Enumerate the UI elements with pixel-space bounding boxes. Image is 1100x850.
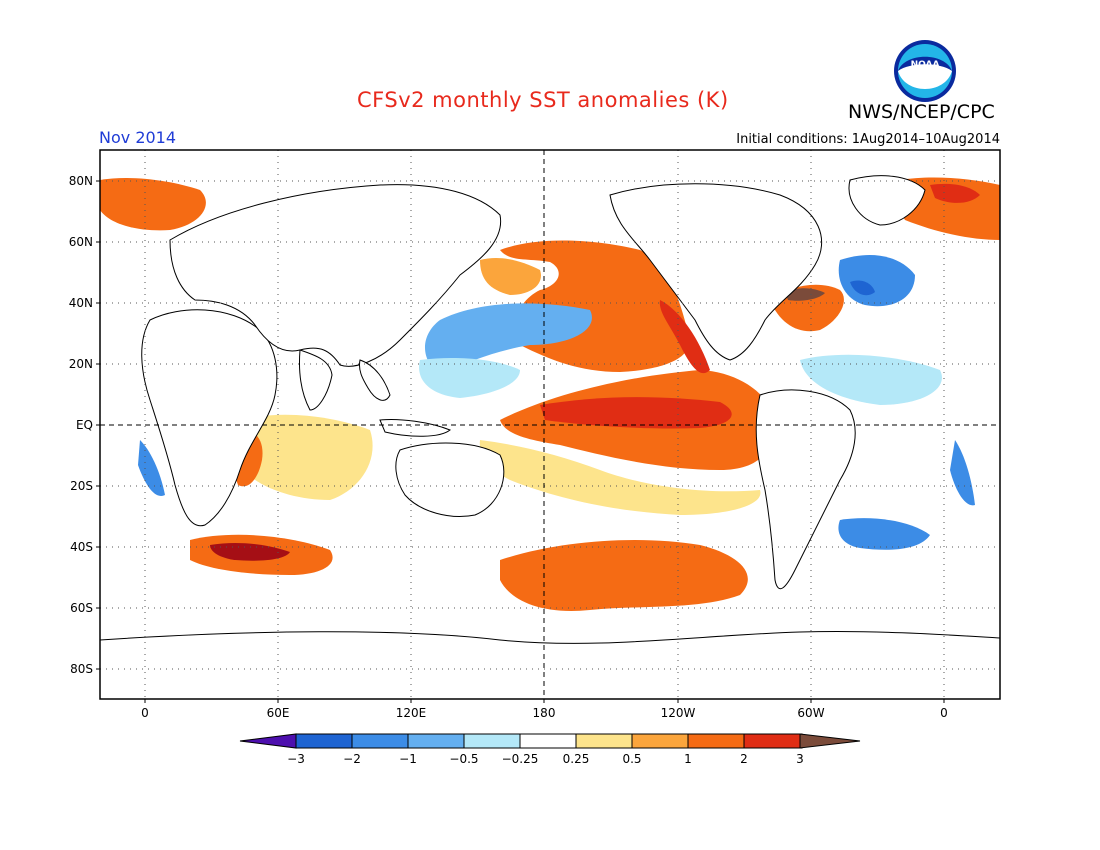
- colorbar-tick: 3: [796, 752, 804, 766]
- lat-label: 80S: [70, 662, 93, 676]
- colorbar-tick: 2: [740, 752, 748, 766]
- south-indian-core: [210, 542, 290, 561]
- colorbar-upper-triangle: [799, 733, 861, 749]
- axis-ticks: [96, 180, 945, 703]
- gulf-stream-hot: [785, 288, 825, 301]
- lon-label: 120E: [395, 706, 427, 720]
- lat-label: 60S: [70, 601, 93, 615]
- colorbar-tick: −0.5: [449, 752, 479, 766]
- gridlines: [100, 150, 1000, 699]
- colorbar-swatch: [351, 733, 409, 749]
- lat-label: 40N: [68, 296, 93, 310]
- lat-label: 20S: [70, 479, 93, 493]
- anomaly-field: [100, 177, 1000, 611]
- coastlines: [100, 175, 1000, 699]
- lat-label: 40S: [70, 540, 93, 554]
- lon-label: 60E: [266, 706, 290, 720]
- subtropical-atlantic-light: [800, 354, 942, 405]
- colorbar-tick: −2: [343, 752, 361, 766]
- south-america: [755, 389, 856, 590]
- noaa-logo: NOAA: [894, 40, 956, 102]
- lat-label: EQ: [75, 418, 93, 432]
- north-atlantic-cool: [838, 255, 915, 307]
- north-atlantic-cool-core: [850, 280, 875, 296]
- indian-ocean-yellow: [235, 414, 373, 500]
- eurasia: [169, 184, 502, 367]
- colorbar-tick: 1: [684, 752, 692, 766]
- logo-text: NOAA: [911, 60, 940, 70]
- colorbar-tick: 0.5: [622, 752, 642, 766]
- equatorial-core: [540, 397, 732, 429]
- india: [299, 349, 333, 411]
- colorbar-tick: −0.25: [501, 752, 539, 766]
- lat-label: 20N: [68, 357, 93, 371]
- colorbar-swatch: [519, 733, 577, 749]
- colorbar-swatch: [743, 733, 801, 749]
- benguela-cool: [138, 440, 165, 496]
- colorbar-tick: −1: [399, 752, 417, 766]
- indonesia: [379, 419, 451, 437]
- lat-label: 60N: [68, 235, 93, 249]
- greenland: [848, 175, 926, 226]
- north-pacific-light-cool: [419, 358, 520, 398]
- lon-label: 60W: [797, 706, 825, 720]
- colorbar-swatch: [687, 733, 745, 749]
- colorbar-swatch: [295, 733, 353, 749]
- south-pacific-warm: [500, 540, 748, 611]
- lat-label: 80N: [68, 174, 93, 188]
- forecast-period: Nov 2014: [99, 128, 177, 147]
- initial-conditions: Initial conditions: 1Aug2014–10Aug2014: [736, 132, 1000, 147]
- reference-lines: [100, 150, 1000, 699]
- colorbar-lower-triangle: [239, 733, 297, 749]
- chart-title: CFSv2 monthly SST anomalies (K): [357, 88, 729, 112]
- agency-label: NWS/NCEP/CPC: [848, 101, 995, 123]
- equatorial-fringe: [479, 440, 761, 515]
- north-america: [609, 183, 823, 361]
- colorbar-swatch: [463, 733, 521, 749]
- colorbar-swatch: [575, 733, 633, 749]
- colorbar-tick: 0.25: [562, 752, 590, 766]
- lon-label: 0: [141, 706, 149, 720]
- antarctica: [100, 631, 1000, 699]
- southeast-asia: [359, 359, 391, 401]
- south-atlantic-cool: [838, 518, 930, 550]
- arctic-core-east: [930, 183, 980, 203]
- lon-label: 180: [532, 706, 556, 720]
- colorbar-tick: −3: [287, 752, 305, 766]
- colorbar: [239, 733, 861, 749]
- humboldt-cool: [950, 440, 975, 506]
- lon-label: 0: [940, 706, 948, 720]
- north-pacific-cool: [425, 303, 592, 375]
- colorbar-swatch: [631, 733, 689, 749]
- arctic-warm-west: [100, 178, 206, 231]
- colorbar-swatch: [407, 733, 465, 749]
- east-pacific-coastal: [659, 300, 710, 374]
- north-pacific-orange: [480, 258, 541, 295]
- lon-label: 120W: [660, 706, 696, 720]
